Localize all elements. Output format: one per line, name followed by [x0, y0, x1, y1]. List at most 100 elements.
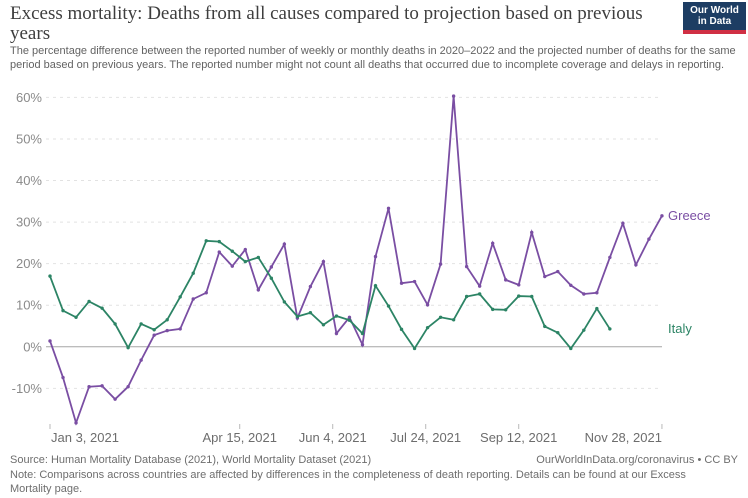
italy-data-point — [530, 294, 534, 299]
italy-data-point — [373, 283, 378, 288]
italy-data-point — [556, 330, 560, 335]
y-axis-tick-label: 60% — [16, 90, 42, 105]
italy-data-point — [334, 314, 339, 318]
y-axis-tick-label: 30% — [16, 215, 42, 230]
italy-data-point — [464, 294, 469, 299]
italy-data-point — [399, 327, 404, 332]
note-text: Note: Comparisons across countries are a… — [10, 468, 686, 496]
italy-data-point — [360, 331, 365, 336]
italy-data-point — [126, 345, 130, 350]
italy-data-point — [113, 322, 117, 326]
greece-data-point — [152, 333, 156, 337]
greece-data-point — [282, 242, 287, 246]
greece-data-point — [373, 254, 378, 259]
italy-data-point — [386, 304, 391, 308]
greece-data-point — [217, 250, 221, 254]
greece-data-point — [178, 327, 182, 331]
greece-data-point — [165, 328, 169, 333]
italy-data-point — [256, 255, 261, 260]
italy-line[interactable] — [49, 239, 611, 351]
greece-data-point — [556, 269, 560, 274]
italy-data-point — [243, 259, 247, 264]
italy-data-point — [178, 295, 182, 299]
italy-data-point — [230, 249, 234, 253]
y-axis-tick-label: 50% — [16, 131, 42, 146]
greece-data-point — [451, 94, 456, 98]
greece-data-point — [621, 221, 625, 226]
greece-data-point — [477, 284, 482, 288]
greece-data-point — [647, 237, 651, 241]
italy-data-point — [204, 239, 208, 243]
greece-data-point — [438, 262, 443, 266]
italy-data-point — [582, 328, 586, 332]
greece-data-point — [256, 288, 261, 292]
greece-data-point — [321, 259, 326, 264]
y-axis-tick-label: 20% — [16, 256, 42, 271]
greece-data-point — [569, 283, 573, 287]
x-axis-tick-label: Jul 24, 2021 — [390, 430, 461, 445]
italy-data-point — [152, 328, 156, 332]
y-axis-tick-label: 0% — [23, 339, 42, 354]
page-title: Excess mortality: Deaths from all causes… — [10, 3, 643, 44]
italy-data-point — [608, 327, 612, 331]
greece-data-point — [399, 281, 404, 285]
italy-data-point — [191, 271, 195, 275]
italy-data-point — [477, 292, 482, 296]
greece-data-point — [582, 292, 586, 296]
italy-data-point — [269, 276, 274, 280]
x-axis-tick-label: Nov 28, 2021 — [585, 430, 662, 445]
owid-logo-line2: in Data — [697, 16, 732, 27]
greece-data-point — [126, 385, 130, 389]
italy-data-point — [438, 315, 443, 319]
greece-data-point — [425, 303, 430, 307]
greece-data-point — [634, 263, 638, 267]
greece-line[interactable] — [49, 96, 663, 426]
greece-data-point — [347, 315, 352, 319]
greece-data-point — [74, 421, 78, 425]
owid-logo[interactable]: Our World in Data — [683, 2, 746, 34]
greece-data-point — [543, 274, 547, 279]
greece-data-point — [113, 397, 117, 401]
italy-data-point — [517, 294, 521, 298]
italy-data-point — [412, 346, 417, 351]
italy-data-point — [217, 239, 221, 244]
greece-data-point — [139, 358, 143, 362]
greece-data-point — [334, 331, 339, 336]
italy-data-point — [425, 325, 430, 330]
greece-data-point — [595, 291, 599, 295]
italy-data-point — [295, 314, 300, 319]
greece-data-point — [412, 279, 417, 284]
italy-data-point — [87, 299, 91, 304]
greece-data-point — [504, 278, 508, 282]
y-axis-tick-label: 40% — [16, 173, 42, 188]
x-axis-tick-label: Apr 15, 2021 — [202, 430, 276, 445]
greece-series-label[interactable]: Greece — [668, 208, 711, 223]
greece-data-point — [204, 291, 208, 295]
italy-data-point — [74, 315, 78, 319]
greece-data-point — [48, 339, 52, 343]
greece-data-point — [517, 283, 521, 287]
italy-data-point — [504, 308, 508, 312]
italy-data-point — [282, 300, 287, 304]
greece-data-point — [243, 247, 247, 252]
greece-data-point — [608, 255, 612, 260]
greece-data-point — [530, 230, 534, 235]
greece-data-point — [464, 264, 469, 269]
italy-data-point — [100, 306, 104, 310]
greece-data-point — [269, 265, 274, 269]
italy-data-point — [48, 274, 52, 278]
italy-data-point — [347, 318, 352, 322]
greece-data-point — [308, 284, 313, 289]
greece-data-point — [100, 384, 104, 388]
greece-data-point — [490, 241, 495, 245]
greece-data-point — [61, 375, 65, 380]
chart-subtitle: The percentage difference between the re… — [10, 45, 736, 71]
italy-data-point — [595, 306, 599, 311]
attribution-link[interactable]: OurWorldInData.org/coronavirus • CC BY — [536, 454, 738, 466]
x-axis-tick-label: Jan 3, 2021 — [51, 430, 119, 445]
italy-data-point — [451, 318, 456, 322]
x-axis-tick-label: Jun 4, 2021 — [299, 430, 367, 445]
italy-data-point — [165, 318, 169, 322]
greece-data-point — [87, 385, 91, 389]
italy-series-label[interactable]: Italy — [668, 321, 692, 336]
